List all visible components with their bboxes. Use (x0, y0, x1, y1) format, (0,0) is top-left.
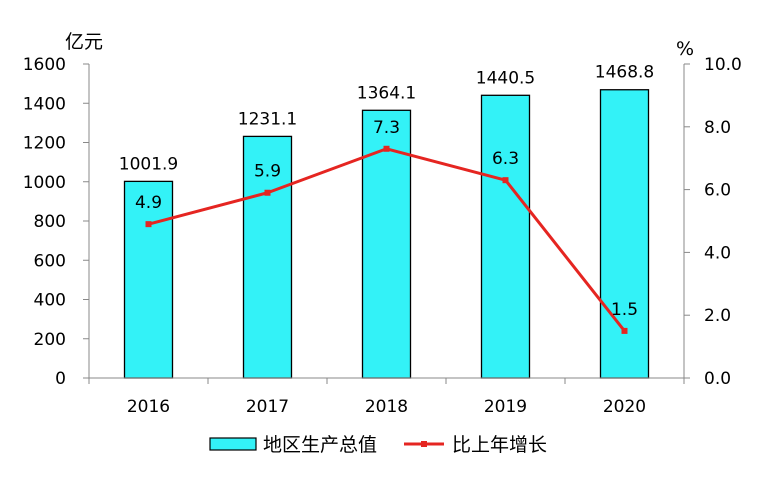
left-axis-tick-label: 1000 (23, 173, 66, 193)
left-axis-tick-label: 0 (55, 369, 66, 389)
bar-value-label: 1364.1 (357, 83, 416, 103)
legend-bar-label: 地区生产总值 (263, 434, 377, 456)
line-point (621, 327, 628, 334)
bar-value-label: 1440.5 (476, 68, 535, 88)
right-axis-tick-label: 0.0 (704, 369, 731, 389)
right-axis-tick-label: 4.0 (704, 243, 731, 263)
right-axis-tick-label: 2.0 (704, 306, 731, 326)
x-axis-tick-label: 2016 (127, 397, 170, 417)
legend-line-marker (421, 441, 427, 447)
left-axis-ticks: 0 200 400 600 800 1000 1200 1400 1600 (23, 55, 89, 389)
line-point (383, 145, 390, 152)
bar (599, 89, 650, 379)
axes (88, 64, 685, 379)
line-value-label: 7.3 (373, 118, 400, 138)
bar (480, 94, 531, 379)
line-value-label: 1.5 (611, 300, 638, 320)
left-axis-tick-label: 200 (34, 330, 66, 350)
bar (242, 135, 293, 379)
left-axis-unit: 亿元 (65, 31, 103, 53)
line-point (502, 177, 509, 184)
legend-bar-swatch (209, 437, 257, 451)
right-axis-unit: % (676, 38, 694, 60)
line-point (145, 221, 152, 228)
x-axis-ticks: 2016 2017 2018 2019 2020 (88, 378, 685, 417)
legend: 地区生产总值 比上年增长 (209, 434, 547, 456)
line-value-label: 4.9 (135, 193, 162, 213)
x-axis-tick-label: 2017 (246, 397, 289, 417)
line-point (264, 189, 271, 196)
bar-series (123, 89, 650, 379)
x-axis-tick-label: 2018 (365, 397, 408, 417)
bar-value-label: 1001.9 (119, 154, 178, 174)
right-axis-tick-label: 8.0 (704, 118, 731, 138)
right-axis-tick-label: 10.0 (704, 55, 742, 75)
bar-value-label: 1468.8 (595, 63, 654, 83)
right-axis-ticks: 0.0 2.0 4.0 6.0 8.0 10.0 (684, 55, 742, 389)
line-series (145, 145, 628, 334)
left-axis-tick-label: 1400 (23, 94, 66, 114)
data-labels: 1001.9 1231.1 1364.1 1440.5 1468.8 4.9 5.9 7.3 6… (119, 63, 654, 320)
left-axis-tick-label: 800 (34, 212, 66, 232)
bar-value-label: 1231.1 (238, 109, 297, 129)
legend-line-label: 比上年增长 (452, 434, 547, 456)
line-value-label: 6.3 (492, 149, 519, 169)
right-axis-tick-label: 6.0 (704, 181, 731, 201)
left-axis-tick-label: 1200 (23, 134, 66, 154)
x-axis-tick-label: 2020 (603, 397, 646, 417)
line-value-label: 5.9 (254, 162, 281, 182)
left-axis-tick-label: 1600 (23, 55, 66, 75)
left-axis-tick-label: 600 (34, 251, 66, 271)
x-axis-tick-label: 2019 (484, 397, 527, 417)
left-axis-tick-label: 400 (34, 291, 66, 311)
bar (123, 180, 174, 379)
